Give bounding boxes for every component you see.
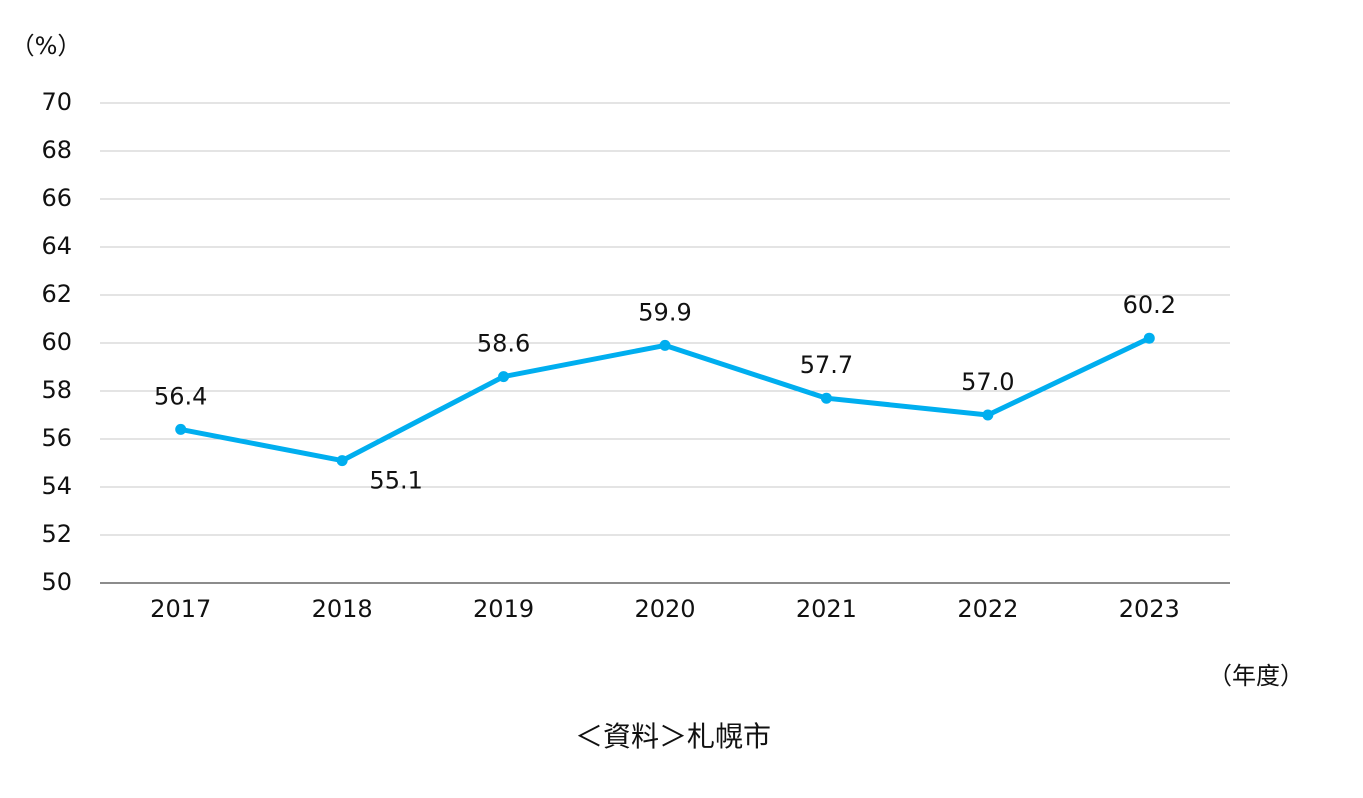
data-label: 56.4: [154, 382, 207, 410]
data-point: [498, 371, 510, 383]
data-label: 59.9: [638, 298, 691, 326]
x-tick-label: 2017: [150, 595, 211, 623]
y-tick-label: 56: [41, 424, 72, 452]
y-tick-label: 52: [41, 520, 72, 548]
data-point: [175, 423, 187, 435]
x-tick-label: 2020: [634, 595, 695, 623]
data-point: [1143, 332, 1155, 344]
data-point: [982, 409, 994, 421]
y-tick-label: 60: [41, 328, 72, 356]
x-tick-label: 2018: [312, 595, 373, 623]
data-label: 60.2: [1123, 291, 1176, 319]
y-tick-label: 64: [41, 232, 72, 260]
y-tick-label: 62: [41, 280, 72, 308]
y-tick-label: 54: [41, 472, 72, 500]
data-point: [659, 339, 671, 351]
y-tick-label: 50: [41, 568, 72, 596]
data-label: 58.6: [477, 330, 530, 358]
data-line: [180, 335, 1151, 464]
y-tick-label: 58: [41, 376, 72, 404]
data-label: 57.7: [800, 351, 853, 379]
data-point: [336, 455, 348, 467]
y-tick-label: 66: [41, 184, 72, 212]
data-label: 55.1: [369, 467, 422, 495]
y-tick-label: 68: [41, 136, 72, 164]
x-tick-label: 2022: [957, 595, 1018, 623]
source-note: ＜資料＞札幌市: [575, 720, 771, 753]
x-tick-label: 2019: [473, 595, 534, 623]
y-axis-label: （%）: [11, 32, 82, 60]
y-tick-label: 70: [41, 88, 72, 116]
data-label: 57.0: [961, 368, 1014, 396]
data-point: [820, 392, 832, 404]
x-tick-label: 2023: [1119, 595, 1180, 623]
x-tick-label: 2021: [796, 595, 857, 623]
x-axis-label: （年度）: [1208, 662, 1304, 690]
